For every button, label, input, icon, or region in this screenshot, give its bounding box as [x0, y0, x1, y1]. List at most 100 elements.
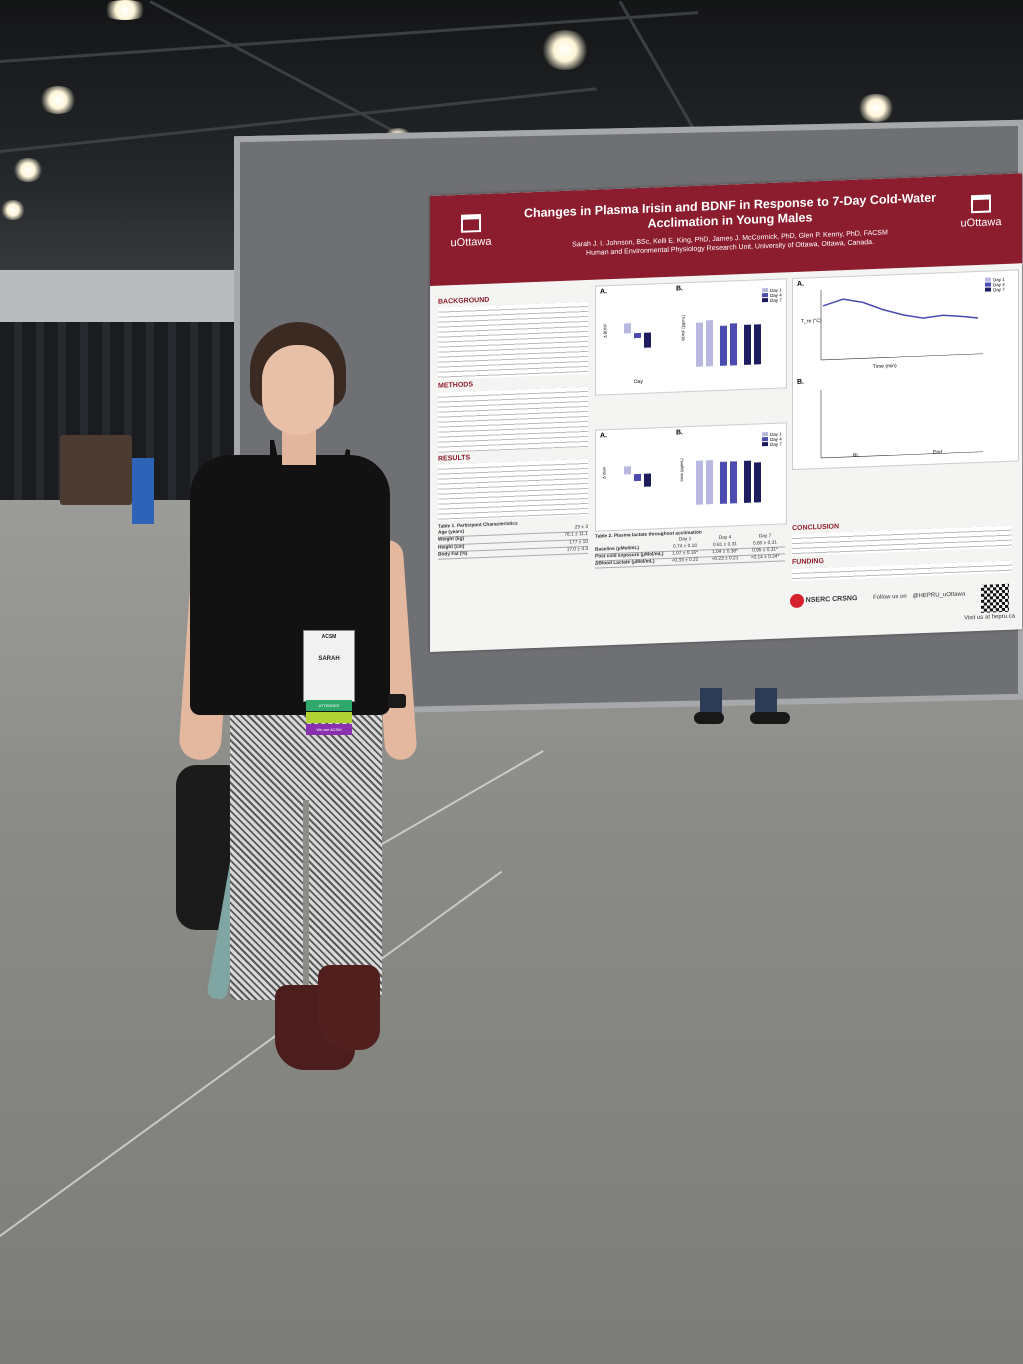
- legend-swatch: [985, 282, 991, 287]
- text-block: [438, 386, 588, 453]
- legend: Day 1 Day 4 Day 7: [762, 431, 782, 447]
- bar: [634, 332, 641, 339]
- leg: [755, 688, 777, 718]
- legend-swatch: [762, 437, 768, 442]
- legend-swatch: [985, 287, 991, 292]
- ceiling-light: [856, 94, 896, 122]
- bar: [744, 324, 751, 365]
- bar: [730, 323, 737, 366]
- x-axis: [821, 353, 983, 361]
- lanyard-strap: [306, 449, 350, 631]
- bar: [624, 466, 631, 475]
- shoe: [750, 712, 790, 724]
- pants-gap: [303, 800, 309, 1000]
- lanyard: [270, 440, 350, 631]
- bar: [706, 320, 713, 367]
- table-cell-value: +0.33 ± 0.22: [671, 557, 699, 564]
- axis-label: Δ Irisin: [601, 466, 607, 479]
- university-crest-icon: [461, 214, 481, 233]
- ceiling-light: [38, 86, 78, 114]
- text-block: [438, 302, 588, 380]
- badge-ribbon: We are ACSM: [306, 724, 352, 735]
- qr-code-icon: [981, 583, 1009, 613]
- table-cell-value: 177 ± 10: [569, 539, 588, 546]
- figure-irisin: A. B. Δ Irisin Irisin (pg/mL) Day 1 Day 4…: [595, 422, 787, 532]
- table-cell-value: +0.14 ± 0.24*: [750, 554, 780, 561]
- right-boot: [318, 965, 380, 1050]
- legend-label: Day 7: [993, 286, 1005, 293]
- badge-event: ACSM: [321, 634, 337, 640]
- black-t-shirt: [190, 455, 390, 715]
- legend-swatch: [762, 442, 768, 447]
- legend: Day 1 Day 4 Day 7: [985, 277, 1005, 293]
- conclusion-block: CONCLUSION FUNDING: [792, 514, 1012, 581]
- research-poster: uOttawa Changes in Plasma Irisin and BDN…: [430, 173, 1022, 652]
- panel-label: A.: [600, 288, 607, 296]
- legend-swatch: [762, 288, 768, 293]
- follow-label: Follow us on: [873, 593, 907, 601]
- legend-swatch: [762, 293, 768, 298]
- group-label: End: [933, 449, 942, 456]
- ceiling-light: [12, 158, 44, 182]
- shoe: [694, 712, 724, 724]
- bar: [754, 324, 761, 365]
- maple-leaf-icon: [790, 593, 804, 609]
- ceiling-light: [540, 30, 590, 70]
- table-cell-value: +0.23 ± 0.21: [711, 556, 739, 563]
- name-badge: ACSM SARAH: [303, 630, 355, 702]
- bar: [730, 461, 737, 504]
- group-label: BL: [853, 452, 860, 459]
- bar: [706, 460, 713, 505]
- badge-name: SARAH: [318, 656, 340, 662]
- bar: [720, 461, 727, 504]
- ceiling-light: [100, 0, 150, 20]
- table-cell-value: 17.0 ± 4.3: [566, 547, 588, 553]
- social-handle: @HEPRU_uOttawa: [912, 591, 966, 600]
- text-block: [438, 458, 588, 521]
- legend: Day 1 Day 4 Day 7: [762, 287, 782, 303]
- legend-entry: Day 7: [762, 297, 782, 303]
- table-cell-label: Weight (kg): [438, 537, 465, 544]
- bar: [624, 323, 631, 334]
- legend-swatch: [762, 432, 768, 437]
- badge-ribbon: [306, 712, 352, 723]
- bar: [644, 332, 651, 348]
- table-cell-label: Body Fat (%): [438, 551, 468, 558]
- recycling-bin: [132, 458, 154, 524]
- legend-label: Day 7: [770, 297, 782, 303]
- funder-name: NSERC CRSNG: [805, 595, 858, 605]
- wrist-watch: [388, 694, 406, 708]
- figure-bdnf: A. B. Δ BDNF BDNF (pg/mL) Day Day 1 Day 4…: [595, 278, 787, 396]
- logo-right: uOttawa: [946, 193, 1016, 230]
- background-person-legs: [694, 688, 790, 728]
- table-cell-value: 76.1 ± 11.1: [564, 532, 588, 539]
- lanyard-strap: [270, 440, 314, 631]
- bar: [720, 325, 727, 366]
- panel-label: B.: [676, 285, 683, 293]
- trash-can: [60, 435, 132, 505]
- legend-entry: Day 7: [985, 287, 1005, 293]
- logo-left: uOttawa: [436, 213, 506, 250]
- legend-label: Day 7: [770, 441, 782, 447]
- bar: [644, 473, 651, 487]
- badge-ribbon: ATTENDEE: [306, 700, 352, 711]
- face: [262, 345, 334, 435]
- logo-left-text: uOttawa: [450, 235, 492, 250]
- temp-plot: [820, 289, 983, 459]
- bar: [696, 322, 703, 367]
- bar: [754, 462, 761, 503]
- axis-label: BDNF (pg/mL): [680, 314, 686, 341]
- table2-block: Table 2. Plasma lactate throughout accli…: [595, 527, 785, 570]
- table-cell-value: 23 ± 3: [574, 525, 588, 531]
- legend-swatch: [985, 277, 991, 282]
- bar: [744, 460, 751, 503]
- table-cell-label: Height (cm): [438, 544, 465, 551]
- table1: Age (years) 23 ± 3 Weight (kg) 76.1 ± 11.1 H…: [438, 525, 588, 561]
- panel-label: B.: [676, 429, 683, 437]
- ceiling-light: [0, 200, 26, 220]
- table-cell-label: ΔBlood Lactate (μMol/mL): [595, 559, 655, 567]
- website-label: Visit us at hepru.ca: [964, 613, 1015, 622]
- legend-swatch: [762, 298, 768, 303]
